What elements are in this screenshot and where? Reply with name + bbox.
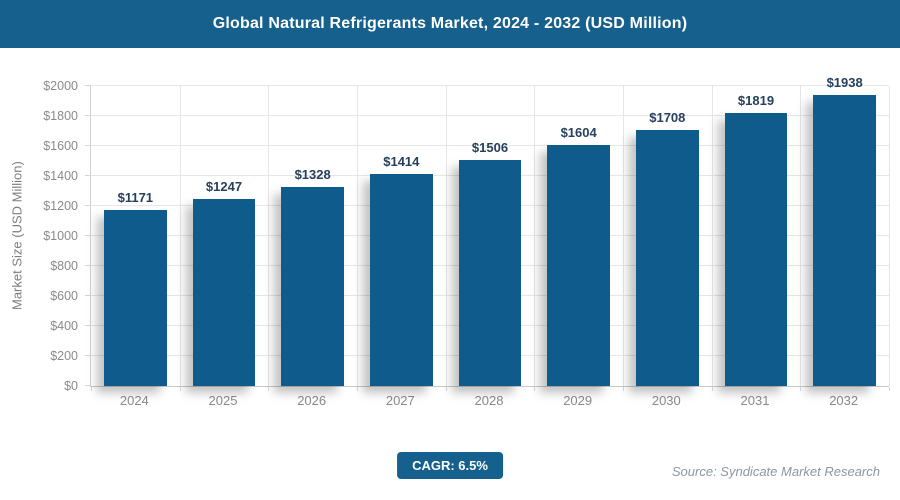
y-tick-label: $600	[50, 289, 78, 303]
x-tick-mark	[356, 387, 358, 391]
y-tick-label: $1800	[43, 109, 78, 123]
v-gridline	[268, 86, 270, 386]
chart-title: Global Natural Refrigerants Market, 2024…	[212, 15, 688, 32]
y-tick-label: $400	[50, 319, 78, 333]
v-gridline	[356, 86, 358, 386]
bar	[458, 160, 522, 386]
x-tick-label: 2032	[829, 393, 859, 408]
v-gridline	[445, 86, 447, 386]
x-tick-mark	[711, 387, 713, 391]
x-tick-label: 2026	[297, 393, 327, 408]
y-tick-mark	[85, 115, 91, 116]
v-gridline	[179, 86, 181, 386]
bar-cell: $1938	[800, 75, 889, 386]
h-gridline	[91, 115, 889, 116]
x-tick-label: 2025	[208, 393, 238, 408]
v-gridline	[622, 86, 624, 386]
y-tick-label: $2000	[43, 79, 78, 93]
y-tick-label: $1600	[43, 139, 78, 153]
y-tick-mark	[85, 85, 91, 86]
h-gridline	[91, 145, 889, 146]
y-tick-mark	[85, 205, 91, 206]
bar-value-label: $1604	[560, 125, 597, 141]
y-tick-label: $1000	[43, 229, 78, 243]
bar-value-label: $1414	[383, 153, 420, 169]
bar-value-label: $1506	[471, 140, 509, 156]
bar	[281, 186, 345, 386]
bar	[369, 173, 433, 386]
bar-cell: $1506	[446, 86, 535, 386]
bar-cell: $1819	[712, 86, 801, 386]
y-tick-mark	[85, 175, 91, 176]
x-tick-label: 2029	[563, 393, 593, 408]
y-tick-mark	[85, 265, 91, 266]
bar-cell: $1328	[268, 86, 357, 386]
v-gridline	[711, 86, 713, 386]
y-tick-label: $200	[50, 349, 78, 363]
plot-area: $1171 $1247 $1328 $1414 $1506 $1604 $1708 $1819…	[85, 75, 890, 391]
x-tick-mark	[622, 387, 624, 391]
x-tick-label: 2030	[651, 393, 681, 408]
h-gridline	[91, 85, 889, 86]
bar	[813, 95, 877, 386]
bar	[103, 210, 167, 386]
y-tick-mark	[85, 325, 91, 326]
bar-cell: $1708	[623, 86, 712, 386]
y-tick-label: $0	[64, 379, 78, 393]
x-tick-mark	[179, 387, 181, 391]
x-axis-labels: 2024 2025 2026 2027 2028 2029 2030 2031 2032	[90, 393, 888, 411]
x-tick-mark	[445, 387, 447, 391]
x-tick-label: 2024	[119, 393, 149, 408]
bar-value-label: $1328	[294, 166, 331, 182]
bar	[724, 113, 788, 386]
x-tick-mark	[800, 387, 802, 391]
bar-value-label: $1247	[205, 178, 243, 194]
bar-cell: $1247	[180, 86, 269, 386]
x-tick-mark	[889, 387, 890, 391]
bar-cell: $1414	[357, 86, 446, 386]
v-gridline	[800, 86, 802, 386]
y-tick-mark	[85, 295, 91, 296]
y-axis-labels: $0 $200 $400 $600 $800 $1000 $1200 $1400 $1600 $1…	[0, 79, 84, 393]
bar-cell: $1171	[91, 86, 180, 386]
bar-value-label: $1708	[649, 109, 686, 125]
x-tick-label: 2027	[385, 393, 415, 408]
y-tick-mark	[85, 355, 91, 356]
bar	[635, 129, 699, 386]
bar-value-label: $1938	[826, 75, 863, 91]
x-tick-label: 2031	[740, 393, 770, 408]
y-tick-mark	[85, 235, 91, 236]
x-tick-mark	[91, 387, 92, 391]
y-tick-label: $1400	[43, 169, 78, 183]
cagr-badge: CAGR: 6.5%	[397, 452, 503, 479]
x-tick-label: 2028	[474, 393, 504, 408]
v-gridline	[534, 86, 536, 386]
source-text: Source: Syndicate Market Research	[671, 464, 880, 479]
v-gridline	[889, 86, 890, 386]
y-tick-label: $800	[50, 259, 78, 273]
y-tick-mark	[85, 145, 91, 146]
bar-value-label: $1819	[737, 93, 775, 109]
x-tick-mark	[268, 387, 270, 391]
bar-value-label: $1171	[117, 190, 154, 206]
y-tick-label: $1200	[43, 199, 78, 213]
bar-cell: $1604	[534, 86, 623, 386]
bar	[547, 145, 611, 386]
bar	[192, 198, 256, 386]
y-tick-mark	[85, 385, 91, 386]
chart-header: Global Natural Refrigerants Market, 2024…	[0, 0, 900, 48]
x-tick-mark	[534, 387, 536, 391]
